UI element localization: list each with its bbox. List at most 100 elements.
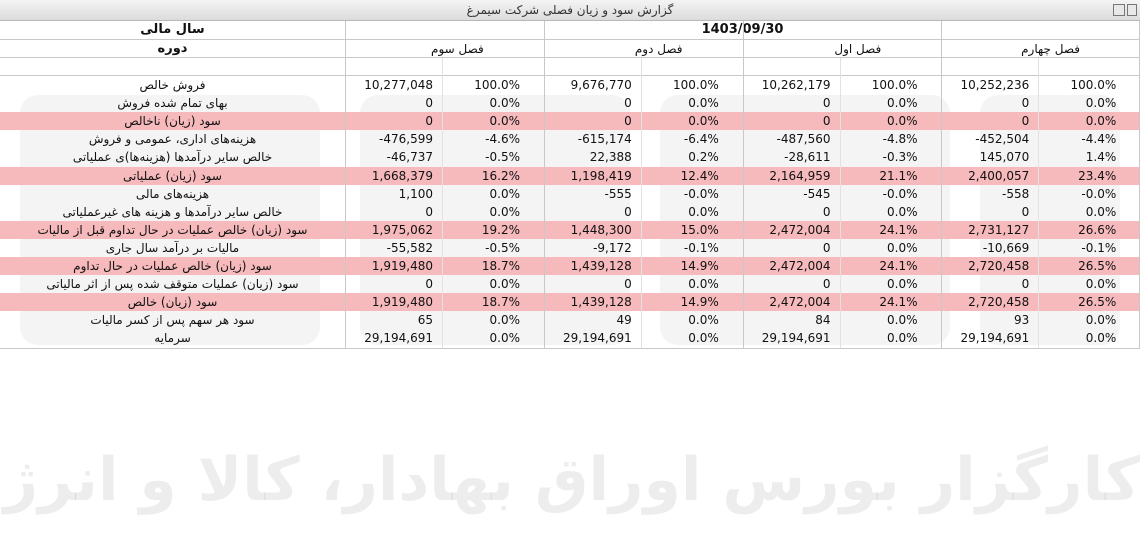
percent-cell: 100.0% (672, 78, 719, 92)
percent-cell: 18.7% (481, 295, 520, 310)
percent-cell: 0.0% (887, 114, 918, 129)
value-cell: 0 (1021, 96, 1030, 111)
percent-cell: 0.2% (688, 150, 719, 165)
value-cell: 0 (822, 96, 831, 111)
value-cell: 22,388 (589, 150, 632, 165)
value-cell: 65 (417, 313, 433, 328)
fiscal-year-label: سال مالی (140, 22, 205, 37)
value-cell: -10,669 (982, 240, 1030, 255)
column-divider (640, 58, 642, 348)
value-cell: 0 (822, 277, 831, 292)
value-cell: 0 (822, 240, 831, 255)
percent-cell: -0.3% (882, 150, 918, 165)
percent-cell: 0.0% (489, 331, 521, 346)
value-cell: -55,582 (386, 240, 433, 255)
value-cell: 2,164,959 (769, 168, 831, 183)
value-cell: 10,262,179 (761, 78, 831, 92)
percent-cell: 26.5% (1078, 295, 1117, 310)
period-header: فصل چهارم (1021, 42, 1080, 56)
row-label: بهای تمام شده فروش (117, 96, 228, 111)
value-cell: -615,174 (577, 132, 632, 147)
table-bottom (0, 347, 1140, 349)
row-label: هزینه‌های مالی (135, 186, 210, 201)
value-cell: 2,720,458 (968, 295, 1030, 310)
percent-cell: 100.0% (474, 78, 520, 92)
percent-cell: 0.0% (688, 277, 719, 292)
row-label: مالیات بر درآمد سال جاری (105, 240, 240, 255)
percent-cell: 0.0% (1085, 204, 1117, 219)
blank-row (0, 58, 1140, 76)
percent-cell: 0.0% (688, 331, 719, 346)
percent-cell: 0.0% (887, 240, 918, 255)
value-cell: 1,919,480 (371, 295, 433, 310)
value-cell: 0 (624, 204, 632, 219)
row-label: سود (زیان) ناخالص (124, 114, 221, 129)
value-cell: 84 (815, 313, 831, 328)
value-cell: -46,737 (386, 150, 433, 165)
row-label: سود (زیان) عملیات متوقف شده پس از اثر ما… (46, 277, 299, 292)
period-header: فصل اول (834, 42, 882, 56)
value-cell: 0 (822, 114, 831, 129)
period-label: دوره (157, 41, 188, 56)
percent-cell: 0.0% (1085, 96, 1117, 111)
value-cell: 2,400,057 (968, 168, 1030, 183)
percent-cell: 24.1% (879, 222, 918, 237)
column-divider (1038, 58, 1040, 348)
row-highlight (0, 166, 1140, 185)
percent-cell: 0.0% (1085, 114, 1117, 129)
header-row (0, 21, 1140, 40)
row-highlight (0, 257, 1140, 275)
value-cell: 10,277,048 (364, 78, 433, 92)
percent-cell: 14.9% (680, 295, 719, 310)
row-label: سود (زیان) خالص عملیات در حال تداوم قبل … (37, 222, 308, 237)
column-divider (543, 21, 545, 348)
value-cell: -476,599 (379, 132, 433, 147)
value-cell: 1,100 (398, 186, 433, 201)
percent-cell: -4.8% (882, 132, 918, 147)
percent-cell: -0.5% (485, 150, 520, 165)
row-label: سود (زیان) عملیاتی (123, 168, 222, 183)
percent-cell: 15.0% (680, 222, 719, 237)
export-icon[interactable] (1127, 4, 1137, 16)
row-label: خالص سایر درآمدها (هزینه‌ها)ی عملیاتی (72, 150, 273, 165)
period-header: فصل دوم (634, 42, 683, 56)
percent-cell: 12.4% (680, 168, 719, 183)
value-cell: 0 (425, 277, 433, 292)
value-cell: 1,448,300 (570, 222, 632, 237)
value-cell: 0 (1021, 277, 1030, 292)
title-bar: گزارش سود و زیان فصلی شرکت سیمرغ (0, 0, 1140, 21)
value-cell: -28,611 (784, 150, 831, 165)
percent-cell: 100.0% (1070, 78, 1117, 92)
percent-cell: 100.0% (871, 78, 918, 92)
value-cell: 2,731,127 (968, 222, 1030, 237)
value-cell: 0 (425, 114, 433, 129)
print-icon[interactable] (1113, 4, 1125, 16)
percent-cell: 0.0% (887, 277, 918, 292)
value-cell: 1,668,379 (371, 168, 433, 183)
value-cell: -9,172 (593, 240, 632, 255)
value-cell: 1,198,419 (570, 168, 632, 183)
percent-cell: 19.2% (481, 222, 520, 237)
percent-cell: 1.4% (1085, 150, 1117, 165)
row-label: سود (زیان) خالص (127, 295, 218, 310)
percent-cell: 0.0% (688, 313, 719, 328)
row-highlight (0, 293, 1140, 312)
percent-cell: 0.0% (1085, 331, 1117, 346)
value-cell: -545 (803, 186, 831, 201)
percent-cell: 0.0% (887, 204, 918, 219)
value-cell: 2,472,004 (769, 295, 831, 310)
row-highlight (0, 112, 1140, 131)
value-cell: 0 (624, 96, 632, 111)
value-cell: -487,560 (776, 132, 831, 147)
row-label: سرمایه (154, 331, 191, 346)
value-cell: 0 (624, 277, 632, 292)
header-row (0, 40, 1140, 58)
value-cell: 0 (822, 204, 831, 219)
percent-cell: -0.0% (1081, 186, 1117, 201)
value-cell: 1,439,128 (570, 295, 632, 310)
percent-cell: 0.0% (1085, 313, 1117, 328)
value-cell: 145,070 (979, 150, 1030, 165)
percent-cell: 0.0% (489, 96, 521, 111)
value-cell: 2,472,004 (769, 222, 831, 237)
percent-cell: -6.4% (683, 132, 719, 147)
